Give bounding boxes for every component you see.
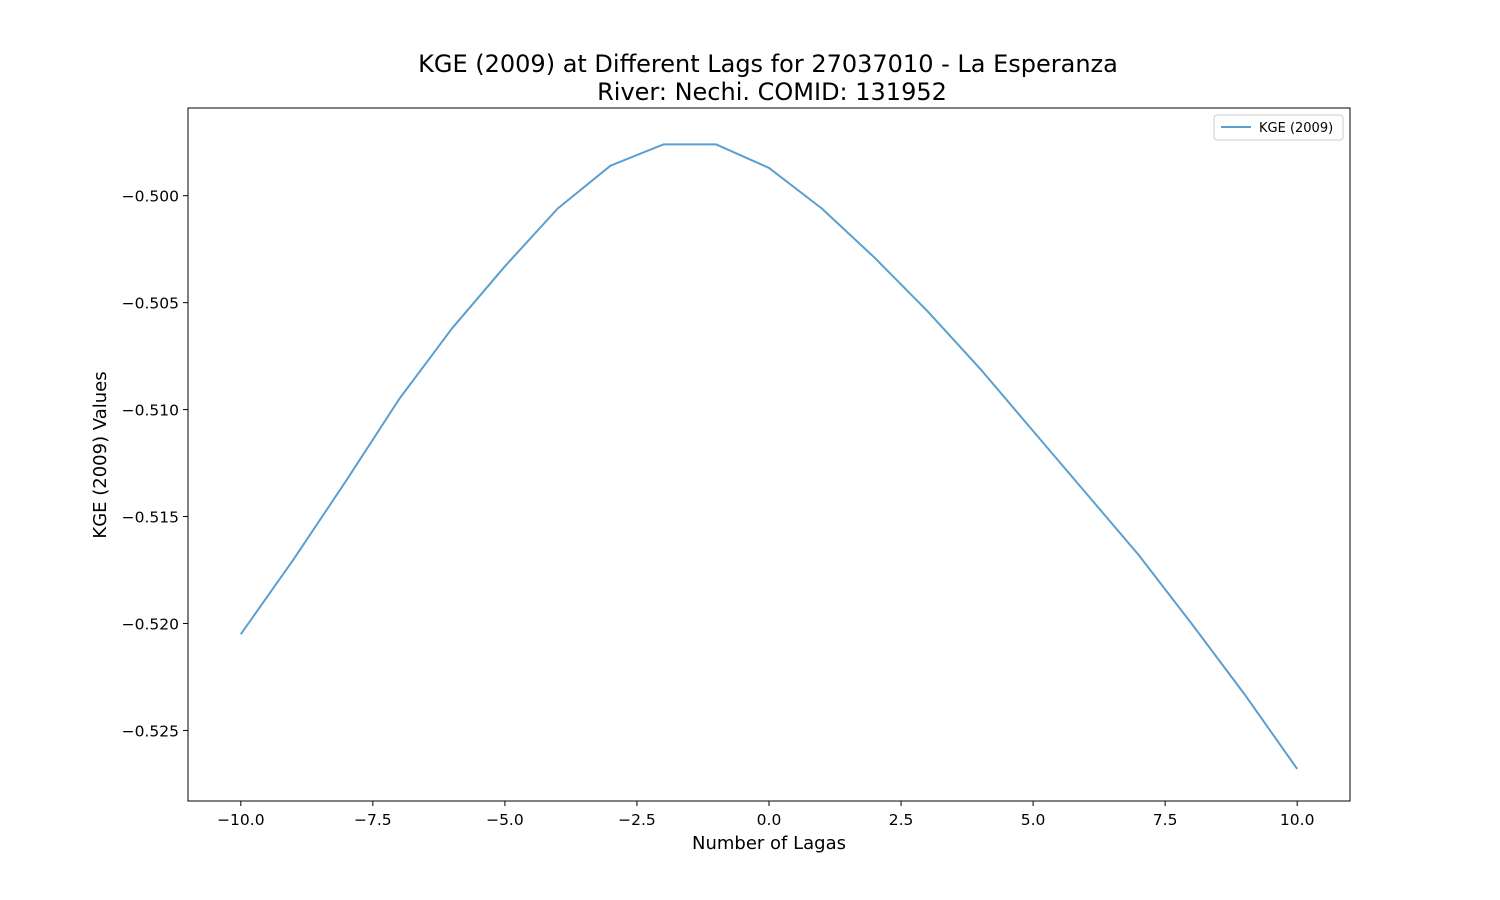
legend: KGE (2009) [1213, 114, 1344, 141]
y-tick-label: −0.525 [122, 722, 179, 740]
x-tick-label: −7.5 [354, 811, 392, 829]
y-tick-label: −0.520 [122, 615, 179, 633]
y-axis-label: KGE (2009) Values [90, 371, 111, 538]
legend-box [1213, 114, 1344, 141]
x-tick-label: 5.0 [1021, 811, 1046, 829]
y-tick-label: −0.505 [122, 295, 179, 313]
x-tick-label: 2.5 [889, 811, 914, 829]
plot-area [239, 143, 1299, 770]
y-tick-label: −0.510 [122, 402, 179, 420]
x-tick-label: 0.0 [757, 811, 782, 829]
x-tick-label: −10.0 [217, 811, 265, 829]
series-line [239, 143, 1299, 770]
y-tick-label: −0.500 [122, 188, 179, 206]
x-tick-label: −5.0 [486, 811, 524, 829]
chart-title: KGE (2009) at Different Lags for 2703701… [418, 50, 1118, 78]
axes: −10.0 −7.5 −5.0 −2.5 0.0 2.5 5.0 7.5 10.0 −0.500 −… [122, 188, 1315, 829]
x-tick-label: −2.5 [618, 811, 656, 829]
y-tick-label: −0.515 [122, 509, 179, 527]
legend-label: KGE (2009) [1259, 121, 1333, 136]
chart-subtitle: River: Nechi. COMID: 131952 [597, 78, 947, 106]
x-axis-label: Number of Lagas [692, 833, 846, 854]
x-tick-label: 10.0 [1280, 811, 1315, 829]
x-tick-label: 7.5 [1153, 811, 1178, 829]
